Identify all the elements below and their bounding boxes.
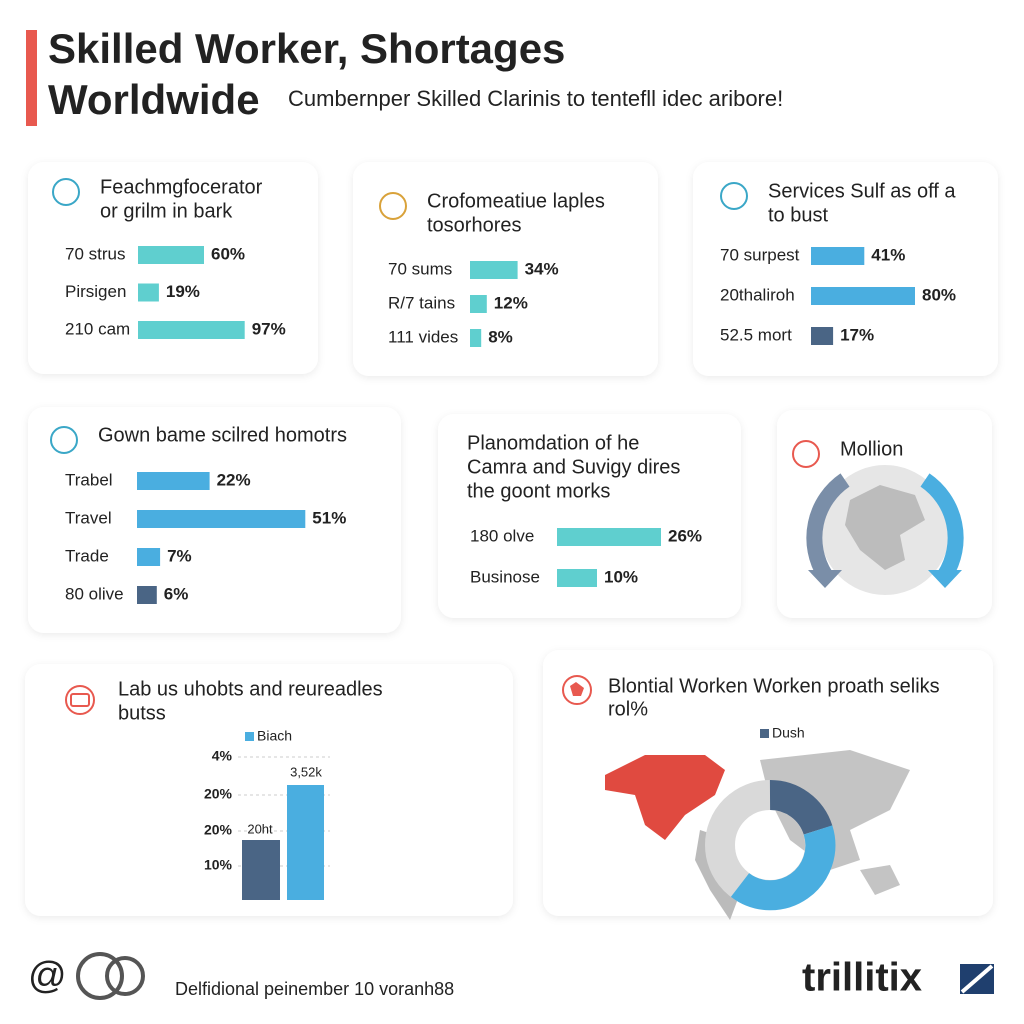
row-label: 52.5 mort	[720, 325, 792, 344]
value-label: 12%	[494, 293, 528, 312]
arrow	[806, 473, 850, 580]
card-icon	[50, 426, 78, 454]
card-title: butss	[118, 702, 166, 724]
value-label: 6%	[164, 584, 189, 603]
bar	[811, 327, 834, 345]
card-icon	[792, 440, 820, 468]
card-title: tosorhores	[427, 214, 522, 236]
value-label: 22%	[217, 470, 251, 489]
value-label: 60%	[211, 244, 245, 263]
row-label: R/7 tains	[388, 293, 455, 312]
card-title: to bust	[768, 204, 828, 226]
row-label: 111 vides	[388, 327, 458, 346]
arrow-head	[928, 570, 962, 588]
title-line: Worldwide	[48, 76, 260, 123]
bar	[470, 295, 487, 313]
value-label: 80%	[922, 285, 956, 304]
legend-label: Biach	[257, 728, 292, 744]
bar	[138, 321, 245, 339]
card	[28, 162, 318, 374]
axis-label: 4%	[212, 748, 233, 764]
row-label: Trabel	[65, 470, 113, 489]
bar	[137, 510, 306, 528]
row-label: Trade	[65, 546, 109, 565]
row-label: 70 strus	[65, 244, 125, 263]
card-title: rol%	[608, 698, 648, 720]
subtitle: Cumbernper Skilled Clarinis to tentefll …	[288, 86, 783, 111]
row-label: Travel	[65, 508, 112, 527]
value-label: 8%	[488, 327, 513, 346]
card-title: Planomdation of he	[467, 432, 639, 454]
row-label: 80 olive	[65, 584, 124, 603]
row-label: 20thaliroh	[720, 285, 795, 304]
bar	[811, 247, 865, 265]
bar	[557, 569, 597, 587]
row-label: Pirsigen	[65, 282, 126, 301]
logo-mark: @	[28, 955, 67, 997]
brand: trillitix	[802, 956, 922, 1000]
row-label: 70 surpest	[720, 245, 800, 264]
bar	[470, 329, 482, 347]
bar	[138, 283, 159, 302]
footer: @ Delfidional peinember 10 voranh88 tril…	[28, 952, 998, 1000]
map-card: Blontial Worken Worken proath seliks rol…	[543, 650, 993, 920]
bar	[470, 261, 518, 279]
footer-note: Delfidional peinember 10 voranh88	[175, 979, 454, 999]
bar	[137, 472, 210, 490]
card-title: or grilm in bark	[100, 200, 233, 222]
row-label: Businose	[470, 567, 540, 586]
card-title: Mollion	[840, 438, 903, 460]
card	[693, 162, 998, 376]
value-label: 7%	[167, 546, 192, 565]
value-label: 97%	[252, 319, 286, 338]
card-title: Blontial Worken Worken proath seliks	[608, 675, 940, 697]
column-card: Lab us uhobts and reureadles butss Biach…	[25, 664, 513, 916]
card-icon	[52, 178, 80, 206]
row-label: 70 sums	[388, 259, 452, 278]
bar	[137, 548, 161, 566]
value-label: 17%	[840, 325, 874, 344]
globe-land	[845, 485, 925, 570]
title-line: Skilled Worker, Shortages	[48, 25, 565, 72]
row-label: 180 olve	[470, 526, 534, 545]
card-title: Services Sulf as off a	[768, 180, 956, 202]
value-label: 26%	[668, 526, 702, 545]
bar	[138, 246, 204, 264]
bar	[557, 528, 661, 546]
axis-label: 20%	[204, 822, 233, 838]
accent-bar	[26, 30, 37, 126]
bar	[137, 586, 157, 604]
axis-label: 10%	[204, 857, 233, 873]
bar-label: 3,52k	[290, 764, 322, 779]
card-title: Gown bame scilred homotrs	[98, 424, 347, 446]
axis-label: 20%	[204, 786, 233, 802]
card-title: Camra and Suvigy dires	[467, 456, 680, 478]
card-title: Feachmgfocerator	[100, 176, 263, 198]
value-label: 19%	[166, 282, 200, 301]
card-title: Lab us uhobts and reureadles	[118, 678, 383, 700]
arrow-head	[808, 570, 842, 588]
card-title: the goont morks	[467, 480, 610, 502]
value-label: 34%	[525, 259, 559, 278]
value-label: 51%	[312, 508, 346, 527]
value-label: 41%	[871, 245, 905, 264]
card-icon	[720, 182, 748, 210]
card-icon	[379, 192, 407, 220]
card-title: Crofomeatiue laples	[427, 190, 605, 212]
legend-label: Dush	[772, 725, 805, 741]
bar-label: 20ht	[247, 821, 273, 836]
card	[438, 414, 741, 618]
arrow	[920, 473, 964, 580]
row-label: 210 cam	[65, 319, 130, 338]
value-label: 10%	[604, 567, 638, 586]
bar	[811, 287, 915, 305]
